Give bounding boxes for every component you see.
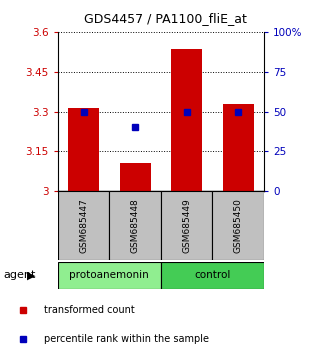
Text: GSM685449: GSM685449 xyxy=(182,198,191,253)
Text: transformed count: transformed count xyxy=(44,305,135,315)
Bar xyxy=(161,262,264,289)
Text: GSM685447: GSM685447 xyxy=(79,198,88,253)
Bar xyxy=(223,104,254,191)
Bar xyxy=(58,191,109,260)
Text: GSM685448: GSM685448 xyxy=(131,198,140,253)
Bar xyxy=(213,191,264,260)
Text: ▶: ▶ xyxy=(27,270,36,280)
Bar xyxy=(109,191,161,260)
Text: protoanemonin: protoanemonin xyxy=(69,270,149,280)
Text: agent: agent xyxy=(3,270,36,280)
Text: control: control xyxy=(194,270,231,280)
Bar xyxy=(161,191,213,260)
Text: GSM685450: GSM685450 xyxy=(234,198,243,253)
Bar xyxy=(68,108,99,191)
Bar xyxy=(171,49,202,191)
Text: GDS4457 / PA1100_fliE_at: GDS4457 / PA1100_fliE_at xyxy=(83,12,247,25)
Bar xyxy=(119,163,150,191)
Bar xyxy=(58,262,161,289)
Text: percentile rank within the sample: percentile rank within the sample xyxy=(44,334,209,344)
